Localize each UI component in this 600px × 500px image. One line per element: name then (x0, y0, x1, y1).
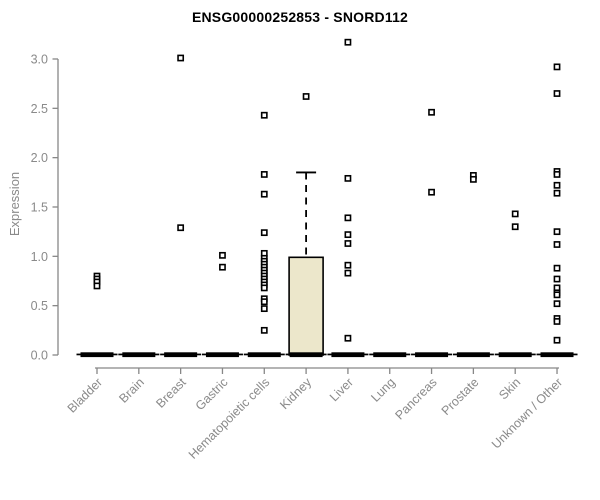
outlier-point (260, 111, 268, 119)
outlier-point (219, 251, 226, 259)
outlier-point (260, 190, 268, 198)
x-category-label: Skin (496, 375, 523, 402)
outlier-point (428, 188, 435, 196)
outlier-point (553, 291, 561, 299)
outlier-point (553, 318, 561, 325)
x-category-label: Bladder (65, 375, 105, 415)
outlier-point (511, 223, 519, 231)
outlier-point (553, 300, 561, 308)
x-category-label: Unknown / Other (489, 375, 565, 451)
outlier-point (177, 54, 185, 62)
outlier-point (344, 240, 352, 247)
median-bar (122, 352, 156, 358)
outlier-point (260, 305, 268, 313)
outlier-point (344, 214, 352, 222)
median-bar (164, 352, 198, 358)
y-tick-label: 1.0 (31, 250, 48, 264)
outlier-point (428, 108, 435, 116)
x-category-label: Liver (327, 375, 356, 404)
outlier-point (344, 38, 352, 46)
outlier-point (344, 261, 352, 269)
outlier-point (511, 210, 519, 218)
y-tick-label: 3.0 (31, 52, 48, 66)
outlier-point (344, 231, 352, 239)
median-bar (373, 352, 407, 358)
outlier-point (344, 334, 352, 342)
y-tick-label: 0.5 (31, 299, 48, 313)
median-bar (80, 352, 114, 358)
outlier-point (344, 174, 352, 182)
outlier-point (344, 269, 352, 277)
outlier-point (553, 63, 561, 71)
outlier-point (553, 336, 561, 344)
outlier-point (260, 326, 268, 334)
median-bar (498, 352, 532, 358)
box (288, 256, 324, 356)
median-bar (331, 352, 365, 358)
y-tick-label: 1.5 (31, 200, 48, 214)
x-category-label: Prostate (439, 375, 482, 418)
outlier-point (553, 189, 561, 197)
median-bar (540, 352, 574, 358)
chart-title: ENSG00000252853 - SNORD112 (191, 9, 409, 25)
x-category-label: Gastric (193, 375, 231, 413)
median-bar (247, 352, 281, 358)
outlier-point (260, 284, 268, 292)
outlier-point (553, 90, 561, 97)
median-bar (289, 352, 323, 358)
outlier-point (260, 171, 268, 178)
outlier-point (553, 275, 561, 283)
x-category-label: Brain (116, 375, 147, 406)
x-category-label: Pancreas (392, 375, 439, 422)
x-category-label: Hematopoietic cells (186, 375, 273, 462)
y-tick-label: 0.0 (31, 349, 48, 363)
outlier-point (302, 93, 310, 100)
median-bar (205, 352, 239, 358)
outlier-point (553, 171, 561, 178)
outlier-point (260, 229, 268, 237)
median-bar (456, 352, 490, 358)
outlier-point (177, 224, 185, 232)
outlier-point (553, 181, 561, 189)
outlier-point (219, 263, 226, 271)
outlier-point (469, 175, 477, 183)
outlier-point (93, 282, 101, 290)
median-bar (415, 352, 449, 358)
x-category-label: Breast (153, 375, 189, 411)
outlier-point (553, 264, 561, 272)
x-category-label: Lung (368, 375, 398, 405)
outlier-point (260, 298, 268, 306)
outlier-point (553, 228, 561, 236)
outlier-point (553, 241, 561, 248)
x-category-label: Kidney (277, 375, 314, 412)
y-tick-label: 2.0 (31, 151, 48, 165)
y-tick-label: 2.5 (31, 102, 48, 116)
